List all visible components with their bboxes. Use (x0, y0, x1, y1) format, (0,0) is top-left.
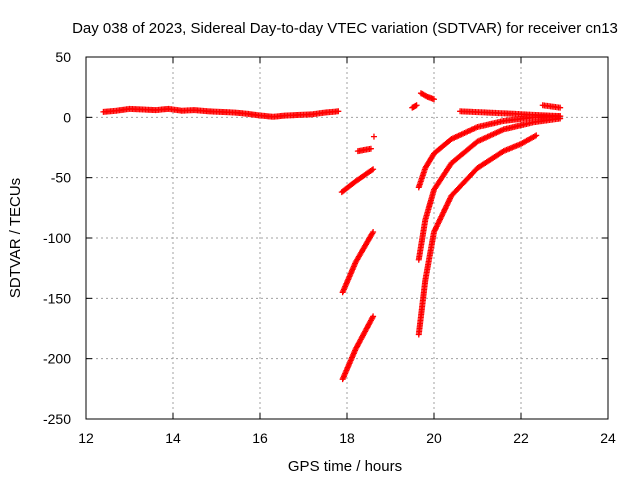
y-tick-label: 0 (63, 109, 71, 125)
series-arc-top-1 (457, 108, 564, 120)
series-arc-flat (100, 105, 342, 120)
x-tick-label: 12 (78, 430, 94, 446)
series-arc-seg-d (339, 313, 377, 383)
y-tick-label: -150 (43, 290, 71, 306)
x-tick-label: 16 (252, 430, 268, 446)
axis-ticks: 12 14 16 18 20 22 24 -250 -200 -150 -100 -50 0 50 (43, 49, 616, 446)
series-arc-seg-c (339, 228, 377, 296)
x-tick-label: 14 (165, 430, 181, 446)
x-axis-label: GPS time / hours (288, 458, 402, 475)
y-tick-label: -50 (51, 170, 71, 186)
series-arc-seg-a (338, 166, 377, 196)
series-arc-rise-2 (415, 115, 564, 263)
series-arc-short-1 (409, 102, 420, 111)
series-arc-rise-1 (415, 113, 564, 191)
x-tick-label: 22 (513, 430, 529, 446)
x-tick-label: 24 (600, 430, 616, 446)
x-tick-label: 20 (426, 430, 442, 446)
chart-title: Day 038 of 2023, Sidereal Day-to-day VTE… (72, 20, 618, 37)
y-tick-label: -100 (43, 230, 71, 246)
plot-frame (85, 56, 609, 420)
series-arc-short-2 (417, 90, 437, 103)
y-tick-label: -250 (43, 411, 71, 427)
y-tick-label: -200 (43, 351, 71, 367)
series-arc-top-2 (539, 102, 564, 111)
series-arc-rise-3 (415, 132, 540, 338)
series-arc-point (370, 133, 377, 140)
data-points (100, 90, 564, 383)
series-arc-seg-b (354, 145, 374, 155)
y-tick-label: 50 (55, 49, 71, 65)
y-axis-label: SDTVAR / TECUs (7, 178, 24, 298)
x-tick-label: 18 (339, 430, 355, 446)
